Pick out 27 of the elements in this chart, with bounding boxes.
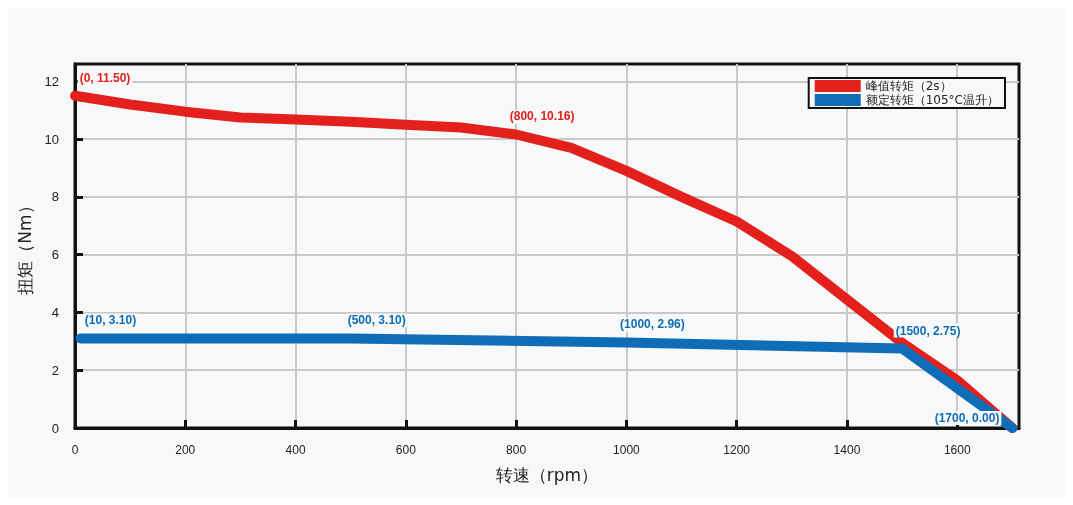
x-tick-label: 600: [395, 443, 417, 457]
y-tick-label: 4: [51, 304, 59, 320]
y-tick-label: 2: [51, 362, 59, 378]
legend-label: 峰值转矩（2s）: [865, 79, 952, 93]
x-tick-label: 400: [285, 443, 306, 457]
data-label: (0, 11.50): [79, 70, 131, 85]
y-tick-label: 10: [44, 131, 59, 147]
x-tick-label: 200: [175, 443, 196, 457]
data-label: (1000, 2.96): [620, 317, 685, 332]
legend-label: 额定转矩（105°C温升）: [865, 93, 1000, 107]
data-label: (500, 3.10): [347, 313, 406, 328]
data-label: (800, 10.16): [509, 109, 575, 124]
data-label: (1700, 0.00): [934, 411, 1000, 425]
y-tick-label: 8: [51, 189, 59, 205]
x-tick-label: 1200: [723, 443, 751, 457]
x-tick-label: 1400: [833, 443, 861, 457]
data-label: (1500, 2.75): [895, 323, 961, 338]
y-tick-label: 6: [51, 247, 59, 263]
x-tick-label: 800: [506, 443, 527, 457]
x-tick-label: 1600: [943, 443, 971, 457]
x-tick-label: 1000: [613, 443, 641, 457]
y-axis-title: 扭矩（Nm）: [15, 197, 36, 295]
y-tick-label: 12: [44, 73, 59, 89]
x-axis-title: 转速（rpm）: [495, 464, 599, 485]
y-tick-label: 0: [51, 420, 59, 436]
data-label: (10, 3.10): [84, 313, 137, 328]
x-tick-label: 0: [71, 443, 79, 457]
